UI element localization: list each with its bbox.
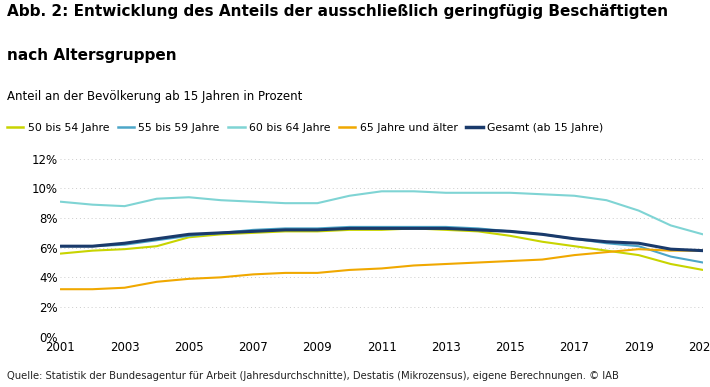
Text: Anteil an der Bevölkerung ab 15 Jahren in Prozent: Anteil an der Bevölkerung ab 15 Jahren i… [7, 90, 302, 103]
Legend: 50 bis 54 Jahre, 55 bis 59 Jahre, 60 bis 64 Jahre, 65 Jahre und älter, Gesamt (a: 50 bis 54 Jahre, 55 bis 59 Jahre, 60 bis… [7, 123, 604, 133]
Text: nach Altersgruppen: nach Altersgruppen [7, 48, 177, 63]
Text: Quelle: Statistik der Bundesagentur für Arbeit (Jahresdurchschnitte), Destatis (: Quelle: Statistik der Bundesagentur für … [7, 371, 619, 381]
Text: Abb. 2: Entwicklung des Anteils der ausschließlich geringfügig Beschäftigten: Abb. 2: Entwicklung des Anteils der auss… [7, 4, 668, 19]
